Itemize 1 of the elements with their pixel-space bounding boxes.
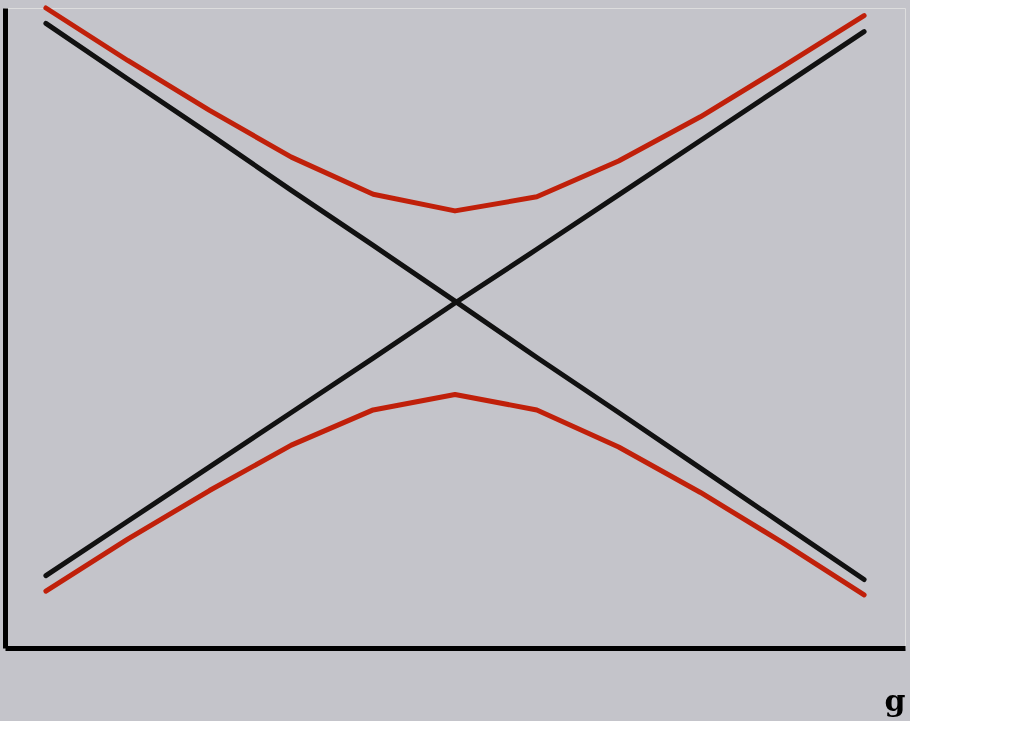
x-axis-title: g xyxy=(884,682,906,718)
